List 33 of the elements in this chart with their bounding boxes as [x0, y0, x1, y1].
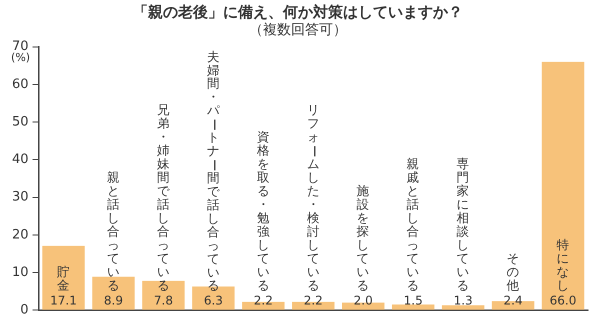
data-label: 1.5	[404, 293, 423, 308]
data-label: 7.8	[154, 293, 173, 308]
y-axis-title: (%)	[11, 51, 30, 64]
category-label: 専門家に相談している	[456, 156, 470, 293]
bar	[392, 304, 434, 310]
y-tick-label: 50	[12, 114, 29, 130]
x-tick-label: 施設を探している	[356, 183, 370, 293]
data-label: 8.9	[104, 293, 124, 308]
y-tick-label: 0	[20, 302, 29, 318]
data-label: 66.0	[550, 293, 576, 308]
bar	[542, 62, 584, 310]
y-tick-label: 20	[12, 227, 29, 242]
x-tick-label: 貯金	[57, 264, 70, 293]
y-tick-label: 30	[12, 190, 29, 205]
y-tick-label: 10	[12, 264, 29, 280]
bar	[142, 280, 185, 310]
category-label: リフォームした・検討している	[306, 102, 322, 293]
bar	[92, 276, 135, 310]
chart-title: 「親の老後」に備え、何か対策はしていますか？	[133, 2, 463, 21]
bar	[442, 305, 484, 310]
category-label: 親戚と話し合っている	[406, 156, 420, 293]
data-label: 1.3	[454, 293, 473, 308]
data-label: 17.1	[50, 293, 77, 308]
chart-subtitle: （複数回答可）	[249, 22, 347, 38]
bar	[42, 246, 85, 310]
x-tick-label: 特になし	[556, 237, 570, 293]
y-tick-label: 60	[12, 76, 29, 92]
y-tick-label: 40	[12, 152, 29, 168]
category-label: 親と話し合っている	[106, 170, 120, 293]
category-label: 兄弟・姉妹間で話し合っている	[156, 102, 170, 293]
category-label: 資格を取る・勉強している	[256, 129, 270, 293]
data-label: 6.3	[204, 293, 223, 308]
x-tick-label: その他	[506, 250, 520, 293]
